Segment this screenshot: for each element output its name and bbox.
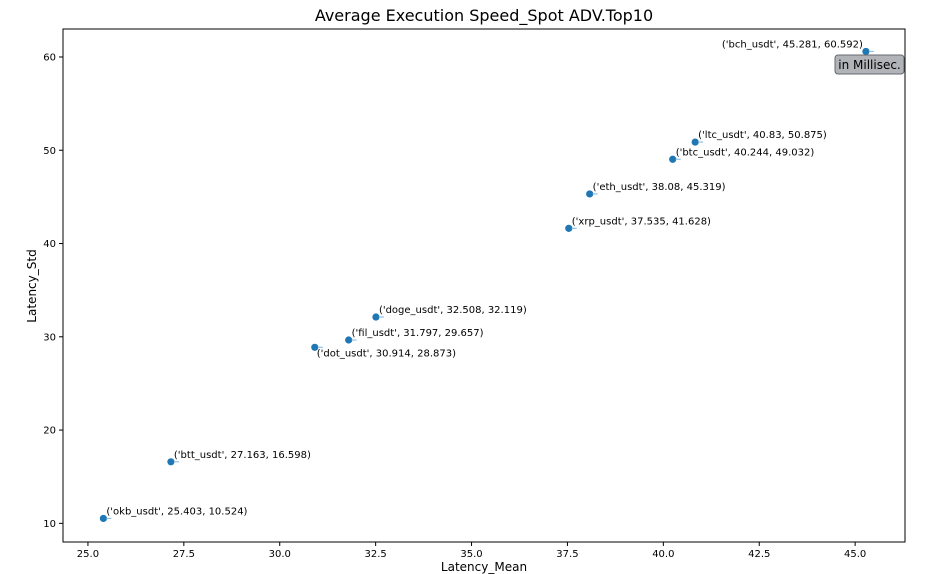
data-point-eth_usdt <box>586 190 594 198</box>
data-label-doge_usdt: ('doge_usdt', 32.508, 32.119) <box>379 305 527 316</box>
x-tick-label: 35.0 <box>460 549 482 560</box>
data-point-btt_usdt <box>167 458 175 466</box>
x-tick-label: 25.0 <box>77 549 99 560</box>
y-tick-label: 50 <box>43 146 56 157</box>
data-label-btt_usdt: ('btt_usdt', 27.163, 16.598) <box>174 450 311 461</box>
units-note-box: in Millisec. <box>834 54 905 75</box>
data-label-xrp_usdt: ('xrp_usdt', 37.535, 41.628) <box>572 216 711 227</box>
plot-area-frame <box>62 28 906 543</box>
units-note-background <box>834 54 905 75</box>
y-tick-label: 30 <box>43 332 56 343</box>
data-label-ltc_usdt: ('ltc_usdt', 40.83, 50.875) <box>698 130 827 141</box>
data-point-doge_usdt <box>372 313 380 321</box>
x-tick-label: 32.5 <box>365 549 387 560</box>
data-point-labels: ('bch_usdt', 45.281, 60.592) ('ltc_usdt',… <box>106 39 863 517</box>
x-tick-label: 37.5 <box>556 549 578 560</box>
data-point-xrp_usdt <box>565 224 573 232</box>
data-label-okb_usdt: ('okb_usdt', 25.403, 10.524) <box>106 506 247 517</box>
y-tick-label: 20 <box>43 426 56 437</box>
data-point-fil_usdt <box>345 336 353 344</box>
y-axis-label: Latency_Std <box>25 249 39 322</box>
x-tick-label: 42.5 <box>748 549 770 560</box>
y-tick-label: 10 <box>43 519 56 530</box>
x-axis-label: Latency_Mean <box>441 560 527 574</box>
chart-title: Average Execution Speed_Spot ADV.Top10 <box>315 6 653 26</box>
units-note-text: in Millisec. <box>838 58 901 72</box>
x-axis-ticks: 25.0 27.5 30.0 32.5 35.0 37.5 40.0 42.5 45.0 <box>77 542 866 560</box>
data-label-dot_usdt: ('dot_usdt', 30.914, 28.873) <box>317 348 456 359</box>
data-point-bch_usdt <box>862 47 870 56</box>
data-points <box>99 47 874 523</box>
y-axis-ticks: 10 20 30 40 50 60 <box>43 52 63 530</box>
data-point-btc_usdt <box>669 155 677 163</box>
data-label-eth_usdt: ('eth_usdt', 38.08, 45.319) <box>593 182 726 193</box>
y-tick-label: 40 <box>43 239 56 250</box>
data-label-bch_usdt: ('bch_usdt', 45.281, 60.592) <box>722 39 863 50</box>
x-tick-label: 30.0 <box>269 549 291 560</box>
data-point-okb_usdt <box>99 514 107 523</box>
x-tick-label: 45.0 <box>844 549 866 560</box>
data-point-dot_usdt <box>311 343 319 351</box>
data-label-fil_usdt: ('fil_usdt', 31.797, 29.657) <box>352 328 484 339</box>
x-tick-label: 27.5 <box>173 549 195 560</box>
data-label-btc_usdt: ('btc_usdt', 40.244, 49.032) <box>676 147 815 158</box>
y-tick-label: 60 <box>43 52 56 63</box>
data-point-ltc_usdt <box>691 138 699 146</box>
x-tick-label: 40.0 <box>652 549 674 560</box>
